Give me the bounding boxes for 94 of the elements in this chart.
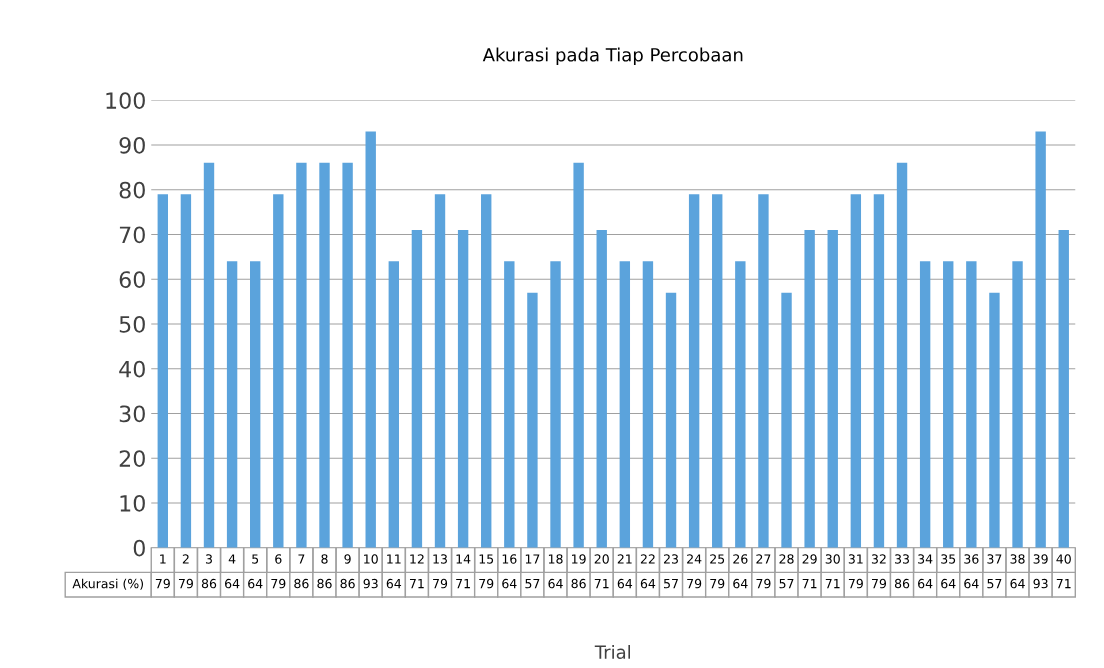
x-tick-label: 3 xyxy=(205,554,212,564)
data-label: 71 xyxy=(409,579,424,589)
x-tick-label: 18 xyxy=(548,554,563,564)
data-label: 86 xyxy=(340,578,355,589)
x-tick-label: 30 xyxy=(825,554,840,564)
x-tick-label: 13 xyxy=(433,554,447,564)
x-tick-label: 7 xyxy=(298,554,305,564)
x-tick-label: 25 xyxy=(710,554,725,564)
x-tick-label: 8 xyxy=(321,554,328,564)
x-tick-label: 40 xyxy=(1056,554,1071,564)
y-tick-label: 30 xyxy=(119,405,145,423)
x-tick-label: 24 xyxy=(687,554,702,564)
x-tick-label: 5 xyxy=(252,554,259,564)
x-tick-label: 17 xyxy=(525,554,540,564)
data-label: 71 xyxy=(1056,579,1071,589)
x-tick-label: 16 xyxy=(502,554,517,564)
data-label: 64 xyxy=(502,578,517,589)
x-tick-label: 4 xyxy=(228,554,236,564)
data-label: 79 xyxy=(155,578,170,589)
y-tick-label: 90 xyxy=(119,136,145,154)
y-tick-label: 0 xyxy=(133,539,145,557)
x-tick-label: 14 xyxy=(456,554,471,564)
y-tick-label: 10 xyxy=(120,494,145,512)
data-label: 79 xyxy=(479,578,494,589)
x-tick-label: 22 xyxy=(640,554,655,564)
x-tick-label: 38 xyxy=(1010,554,1025,564)
data-label: 57 xyxy=(779,579,794,589)
data-label: 79 xyxy=(710,578,725,589)
x-tick-label: 28 xyxy=(779,554,794,564)
data-label: 93 xyxy=(1033,578,1048,589)
y-tick-label: 50 xyxy=(119,315,145,333)
x-tick-label: 33 xyxy=(895,554,909,564)
data-label: 86 xyxy=(317,578,332,589)
x-tick-label: 1 xyxy=(160,554,166,564)
data-label: 64 xyxy=(386,578,402,589)
x-tick-label: 26 xyxy=(733,554,748,564)
x-tick-label: 36 xyxy=(964,554,979,564)
data-label: 93 xyxy=(363,578,378,589)
data-label: 79 xyxy=(433,578,448,589)
data-label: 57 xyxy=(987,579,1002,589)
x-tick-label: 12 xyxy=(410,554,424,564)
data-label: 64 xyxy=(941,578,956,589)
data-label: 79 xyxy=(756,578,771,589)
data-label: 86 xyxy=(201,578,217,589)
x-tick-label: 15 xyxy=(479,554,494,564)
x-tick-label: 37 xyxy=(987,554,1002,564)
y-tick-label: 80 xyxy=(119,181,145,199)
x-tick-label: 34 xyxy=(918,554,933,564)
data-label: 64 xyxy=(733,578,748,589)
data-label: 64 xyxy=(248,578,263,589)
chart-title: Akurasi pada Tiap Percobaan xyxy=(482,47,743,66)
x-tick-label: 35 xyxy=(941,554,956,564)
data-label: 64 xyxy=(548,578,563,589)
data-label: 57 xyxy=(664,579,678,589)
x-tick-label: 19 xyxy=(572,554,586,564)
x-tick-label: 6 xyxy=(275,554,282,564)
data-label: 64 xyxy=(617,578,633,589)
data-label: 71 xyxy=(594,579,609,589)
data-label: 86 xyxy=(571,578,586,589)
data-label: 79 xyxy=(687,578,702,589)
x-axis-title: Trial xyxy=(594,644,631,659)
y-tick-label: 100 xyxy=(106,92,145,109)
data-label: 79 xyxy=(848,578,863,589)
data-label: 79 xyxy=(178,578,193,589)
x-tick-label: 11 xyxy=(387,554,401,564)
x-tick-label: 2 xyxy=(182,554,189,564)
x-tick-label: 9 xyxy=(344,554,351,564)
y-tick-label: 70 xyxy=(119,226,145,244)
data-label: 64 xyxy=(1010,578,1025,589)
data-label: 64 xyxy=(225,578,240,589)
x-tick-label: 27 xyxy=(756,554,771,564)
x-tick-label: 23 xyxy=(663,554,678,564)
x-tick-label: 31 xyxy=(848,554,863,564)
y-tick-label: 40 xyxy=(119,360,145,378)
x-tick-label: 21 xyxy=(617,554,632,564)
data-label: 79 xyxy=(271,578,286,589)
data-label: 71 xyxy=(456,579,470,589)
x-tick-label: 20 xyxy=(594,554,609,564)
data-label: 86 xyxy=(894,578,910,589)
data-label: 64 xyxy=(640,578,656,589)
data-label: 64 xyxy=(964,578,979,589)
x-tick-label: 32 xyxy=(871,554,886,564)
data-label: 86 xyxy=(294,578,309,589)
data-label: 71 xyxy=(802,579,817,589)
x-tick-label: 29 xyxy=(802,554,817,564)
x-tick-label: 10 xyxy=(364,554,378,564)
data-label: 79 xyxy=(872,578,887,589)
data-label: 71 xyxy=(825,579,840,589)
data-label: 64 xyxy=(918,578,933,589)
text: Akurasi (%) xyxy=(72,578,144,590)
y-tick-label: 20 xyxy=(119,450,145,468)
x-tick-label: 39 xyxy=(1033,554,1048,564)
y-tick-label: 60 xyxy=(119,271,145,288)
data-label: 57 xyxy=(525,579,540,589)
